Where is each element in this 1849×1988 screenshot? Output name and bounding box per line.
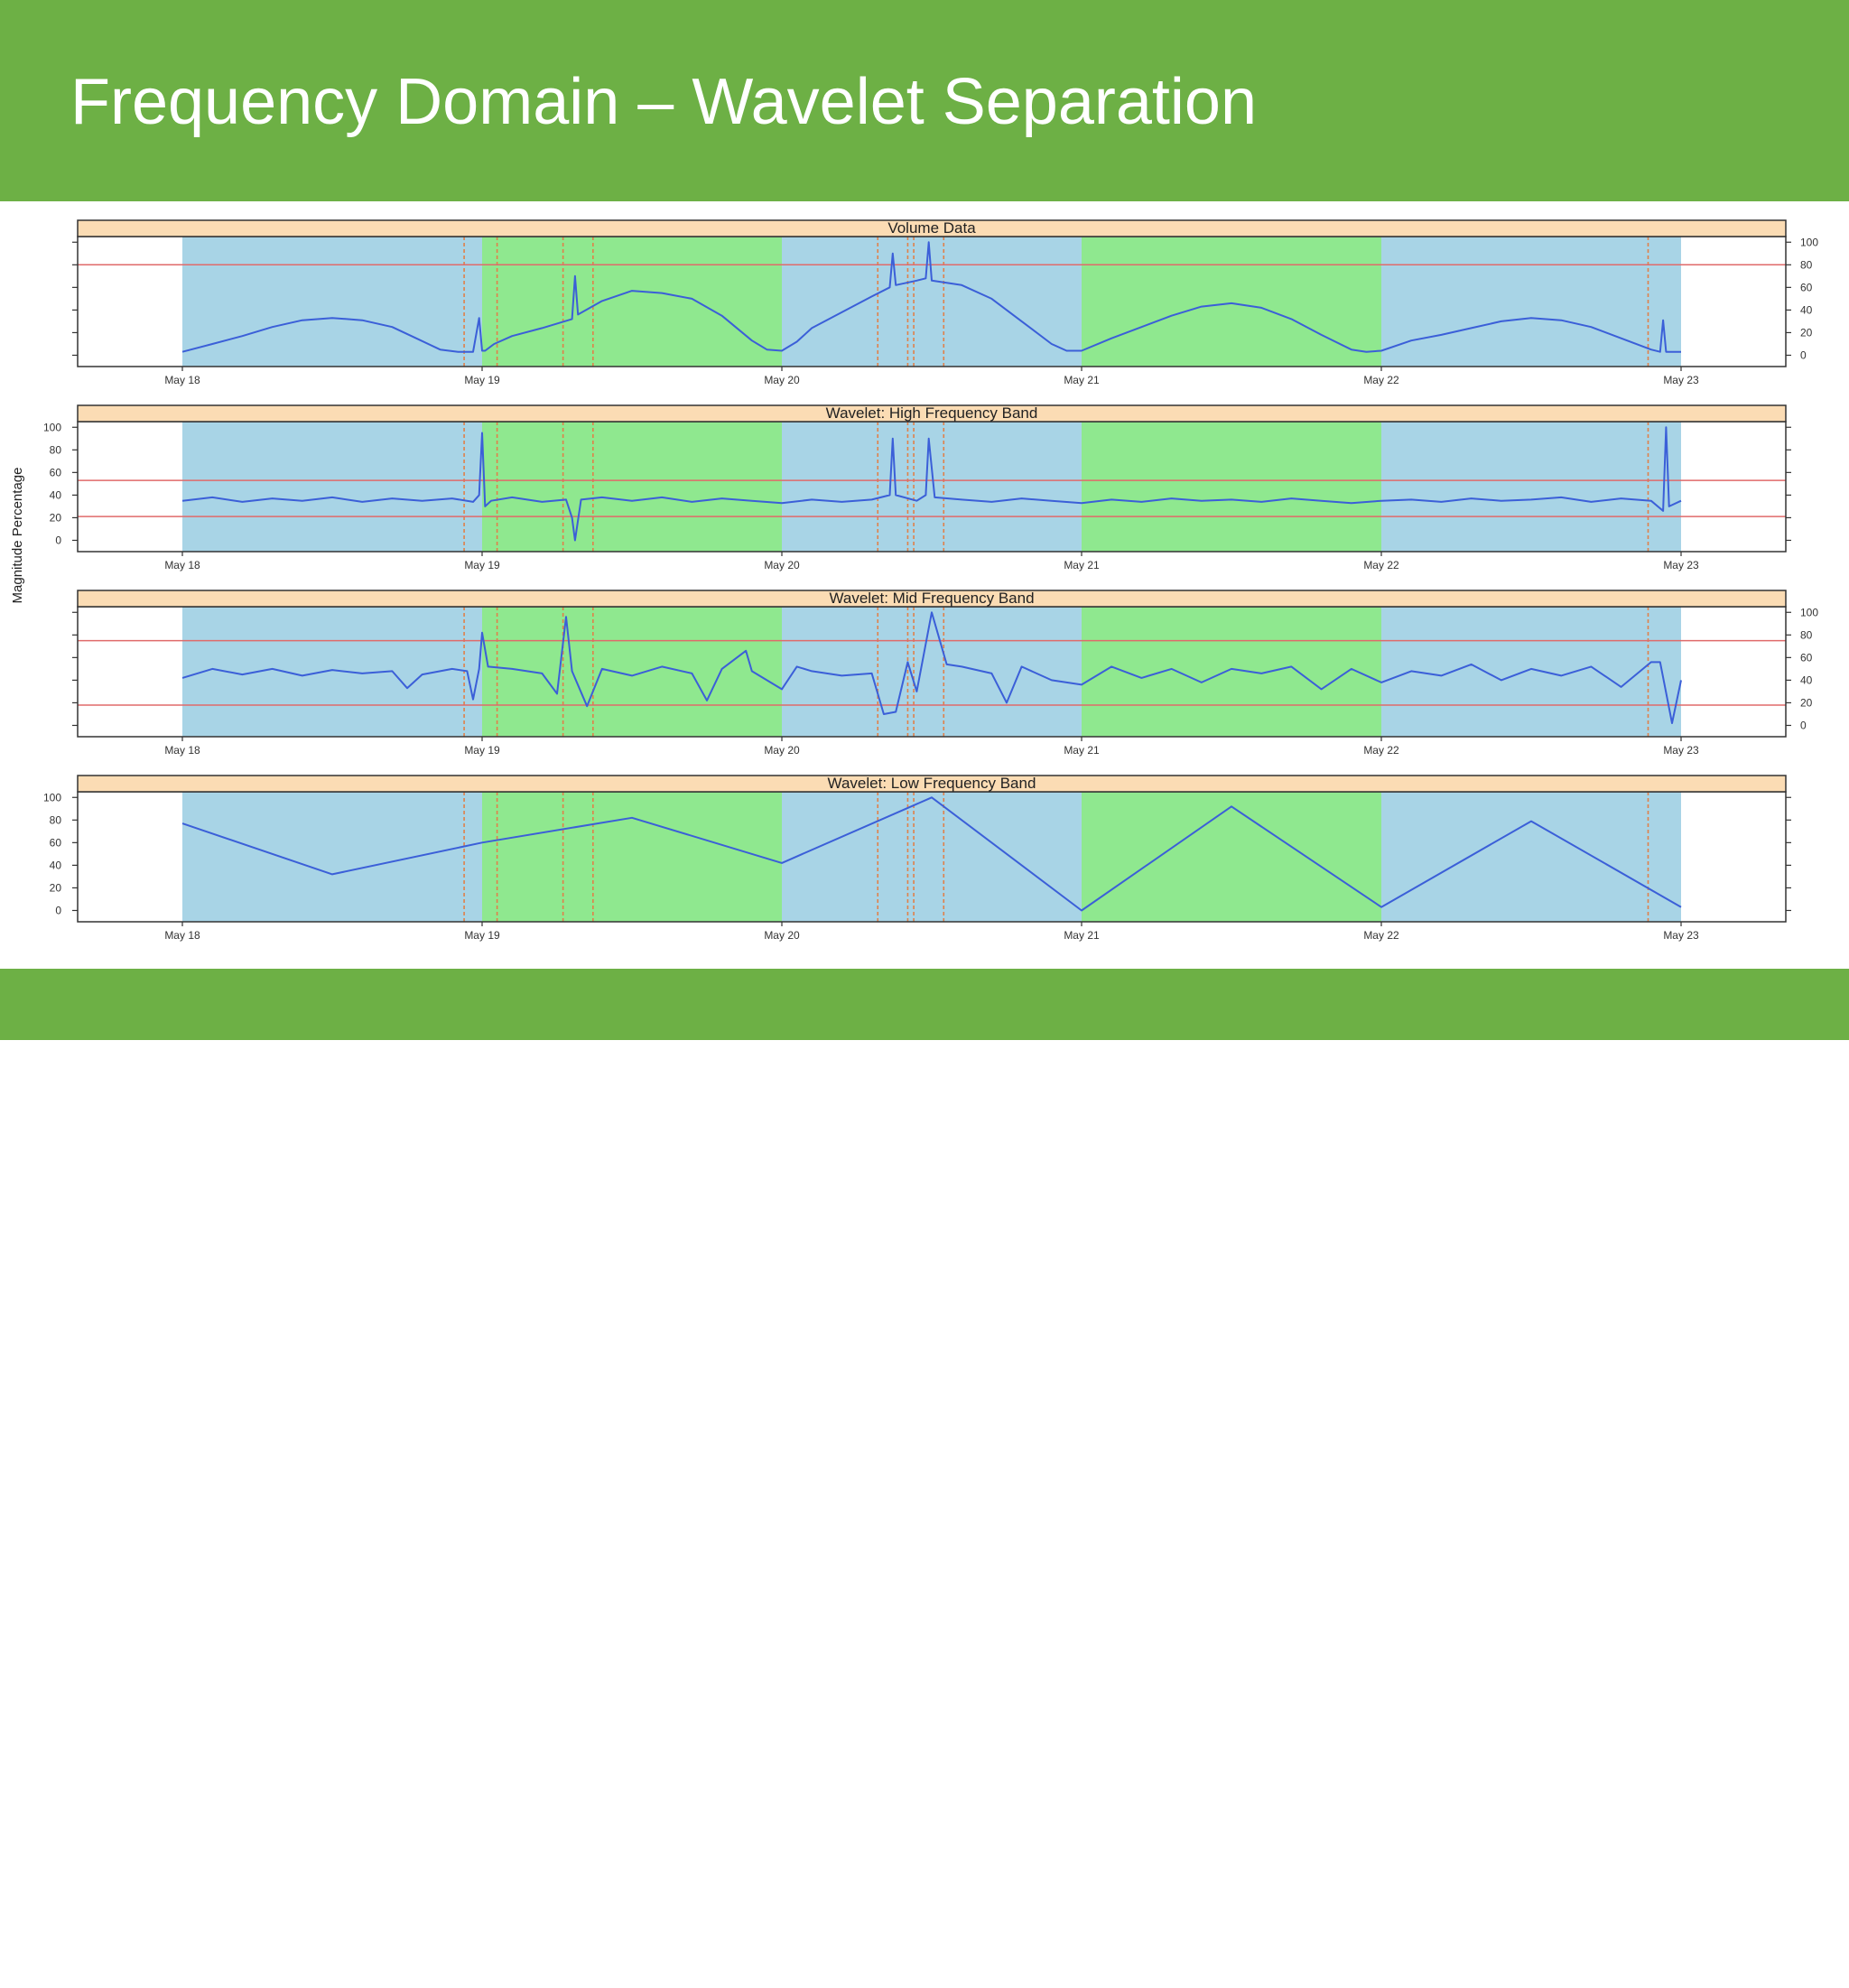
region-green bbox=[1082, 607, 1381, 737]
y-tick-label: 80 bbox=[50, 443, 62, 456]
region-green bbox=[482, 792, 782, 922]
y-axis-label: Magnitude Percentage bbox=[10, 468, 25, 604]
x-tick-label: May 20 bbox=[764, 559, 800, 571]
x-tick-label: May 21 bbox=[1064, 374, 1100, 386]
page-number: 21 bbox=[1771, 1974, 1785, 1987]
region-blue bbox=[782, 607, 1082, 737]
y-tick-label: 100 bbox=[1800, 236, 1818, 248]
x-tick-label: May 22 bbox=[1363, 374, 1399, 386]
x-tick-label: May 21 bbox=[1064, 929, 1100, 942]
region-green bbox=[1082, 422, 1381, 552]
wavelet-chart: Volume Data May 18 May 19 May 20 May 21 May 2… bbox=[10, 219, 1818, 942]
region-blue bbox=[1381, 237, 1681, 367]
region-blue bbox=[1381, 792, 1681, 922]
x-tick-label: May 18 bbox=[164, 559, 200, 571]
series-line bbox=[181, 241, 1681, 353]
y-tick-label: 40 bbox=[1800, 674, 1813, 686]
region-green bbox=[1082, 237, 1381, 367]
y-tick-label: 60 bbox=[50, 836, 62, 849]
x-tick-label: May 22 bbox=[1363, 929, 1399, 942]
y-tick-label: 80 bbox=[50, 813, 62, 826]
footer-bar: © 2015 Cisco and/or its affiliates. All … bbox=[0, 969, 1849, 1988]
x-tick-label: May 23 bbox=[1663, 744, 1699, 757]
x-tick-label: May 23 bbox=[1663, 929, 1699, 942]
x-tick-label: May 20 bbox=[764, 929, 800, 942]
region-green bbox=[482, 422, 782, 552]
panel-title: Volume Data bbox=[887, 219, 976, 237]
region-blue bbox=[182, 792, 482, 922]
x-tick-label: May 22 bbox=[1363, 559, 1399, 571]
slide-title: Frequency Domain – Wavelet Separation bbox=[70, 66, 1257, 138]
x-tick-label: May 19 bbox=[464, 374, 500, 386]
panel-title: Wavelet: High Frequency Band bbox=[826, 404, 1038, 422]
y-tick-label: 20 bbox=[50, 881, 62, 894]
panel-strip bbox=[77, 590, 1787, 608]
panel-strip bbox=[77, 219, 1787, 237]
y-tick-label: 60 bbox=[1800, 281, 1813, 293]
x-tick-label: May 23 bbox=[1663, 374, 1699, 386]
region-blue bbox=[782, 422, 1082, 552]
region-blue bbox=[1381, 607, 1681, 737]
series-line bbox=[181, 611, 1682, 724]
x-tick-label: May 19 bbox=[464, 559, 500, 571]
y-tick-label: 0 bbox=[55, 534, 61, 546]
y-tick-label: 0 bbox=[1800, 348, 1807, 361]
series-line bbox=[181, 426, 1682, 542]
y-tick-label: 20 bbox=[1800, 326, 1813, 339]
y-tick-label: 20 bbox=[1800, 696, 1813, 709]
y-tick-label: 80 bbox=[1800, 258, 1813, 271]
y-tick-label: 20 bbox=[50, 511, 62, 524]
y-tick-label: 100 bbox=[43, 421, 61, 433]
y-tick-label: 0 bbox=[1800, 719, 1807, 731]
y-tick-label: 0 bbox=[55, 904, 61, 916]
x-tick-label: May 18 bbox=[164, 744, 200, 757]
x-tick-label: May 22 bbox=[1363, 744, 1399, 757]
x-tick-label: May 19 bbox=[464, 744, 500, 757]
x-tick-label: May 20 bbox=[764, 744, 800, 757]
panel-2: Wavelet: High Frequency Band May 18 May 19… bbox=[43, 404, 1791, 571]
y-tick-label: 100 bbox=[43, 791, 61, 804]
y-tick-label: 40 bbox=[50, 859, 62, 871]
panel-title: Wavelet: Low Frequency Band bbox=[828, 775, 1036, 792]
header-bar: Frequency Domain – Wavelet Separation bbox=[0, 0, 1849, 201]
panel-strip bbox=[77, 775, 1787, 793]
y-tick-label: 80 bbox=[1800, 628, 1813, 641]
y-tick-label: 100 bbox=[1800, 606, 1818, 618]
x-tick-label: May 19 bbox=[464, 929, 500, 942]
region-blue bbox=[182, 607, 482, 737]
panel-3: Wavelet: Mid Frequency Band May 18 May 19 M… bbox=[72, 590, 1818, 757]
region-blue bbox=[182, 422, 482, 552]
y-tick-label: 60 bbox=[1800, 651, 1813, 664]
panel-4: Wavelet: Low Frequency Band May 18 May 19 M… bbox=[43, 775, 1791, 942]
x-tick-label: May 18 bbox=[164, 374, 200, 386]
series-line bbox=[181, 796, 1682, 912]
x-tick-label: May 21 bbox=[1064, 559, 1100, 571]
x-tick-label: May 18 bbox=[164, 929, 200, 942]
x-tick-label: May 21 bbox=[1064, 744, 1100, 757]
y-tick-label: 60 bbox=[50, 466, 62, 478]
x-tick-label: May 20 bbox=[764, 374, 800, 386]
region-green bbox=[1082, 792, 1381, 922]
x-tick-label: May 23 bbox=[1663, 559, 1699, 571]
copyright-notice: © 2015 Cisco and/or its affiliates. All … bbox=[65, 1974, 337, 1988]
region-blue bbox=[782, 237, 1082, 367]
panel-title: Wavelet: Mid Frequency Band bbox=[829, 590, 1034, 607]
region-blue bbox=[782, 792, 1082, 922]
panel-strip bbox=[77, 404, 1787, 423]
y-tick-label: 40 bbox=[1800, 303, 1813, 316]
panel-1: Volume Data May 18 May 19 May 20 May 21 May 2… bbox=[72, 219, 1818, 386]
region-green bbox=[482, 237, 782, 367]
y-tick-label: 40 bbox=[50, 488, 62, 501]
region-blue bbox=[182, 237, 482, 367]
region-blue bbox=[1381, 422, 1681, 552]
